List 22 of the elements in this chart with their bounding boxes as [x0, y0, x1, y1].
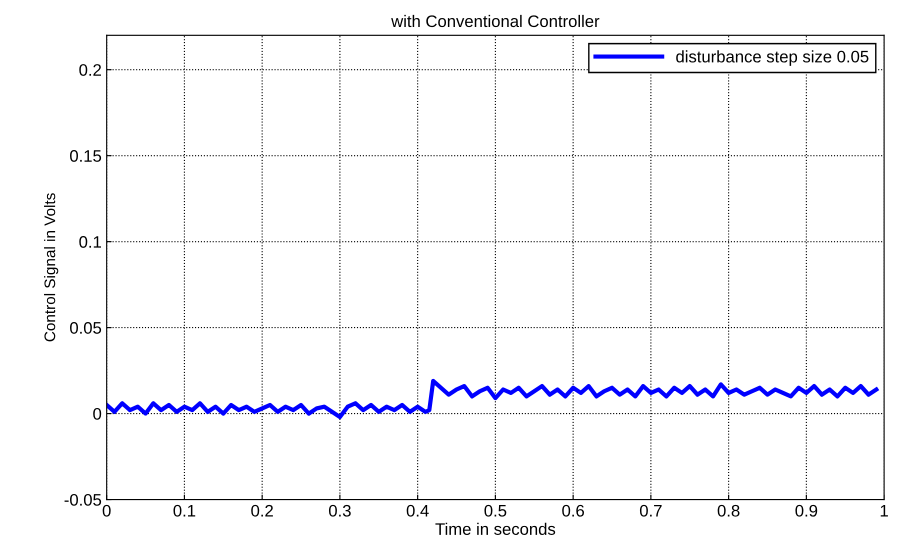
y-tick-label: 0.1: [79, 236, 101, 248]
x-tick-label: 0.5: [484, 504, 506, 517]
y-tick-label: 0.05: [70, 322, 102, 334]
x-axis-title: Time in seconds: [435, 522, 556, 535]
x-tick-label: 0: [102, 504, 111, 517]
x-tick-label: 0.1: [173, 504, 196, 517]
y-tick-label: 0: [93, 408, 102, 420]
y-tick-label: 0.2: [79, 64, 101, 76]
legend-label: disturbance step size 0.05: [676, 50, 868, 66]
x-tick-label: 0.7: [640, 504, 662, 517]
x-tick-label: 0.8: [718, 504, 740, 517]
x-tick-label: 0.9: [795, 504, 818, 517]
y-axis-title: Control Signal in Volts: [44, 193, 58, 342]
chart-title: with Conventional Controller: [391, 14, 600, 28]
x-tick-label: 0.3: [328, 504, 351, 517]
x-tick-label: 0.4: [406, 504, 429, 517]
y-tick-label: 0.15: [70, 150, 102, 162]
line-series: [106, 378, 878, 420]
x-tick-label: 0.6: [562, 504, 584, 517]
x-tick-label: 0.2: [251, 504, 273, 517]
x-tick-label: 1: [880, 505, 888, 516]
y-tick-label: -0.05: [64, 494, 102, 506]
